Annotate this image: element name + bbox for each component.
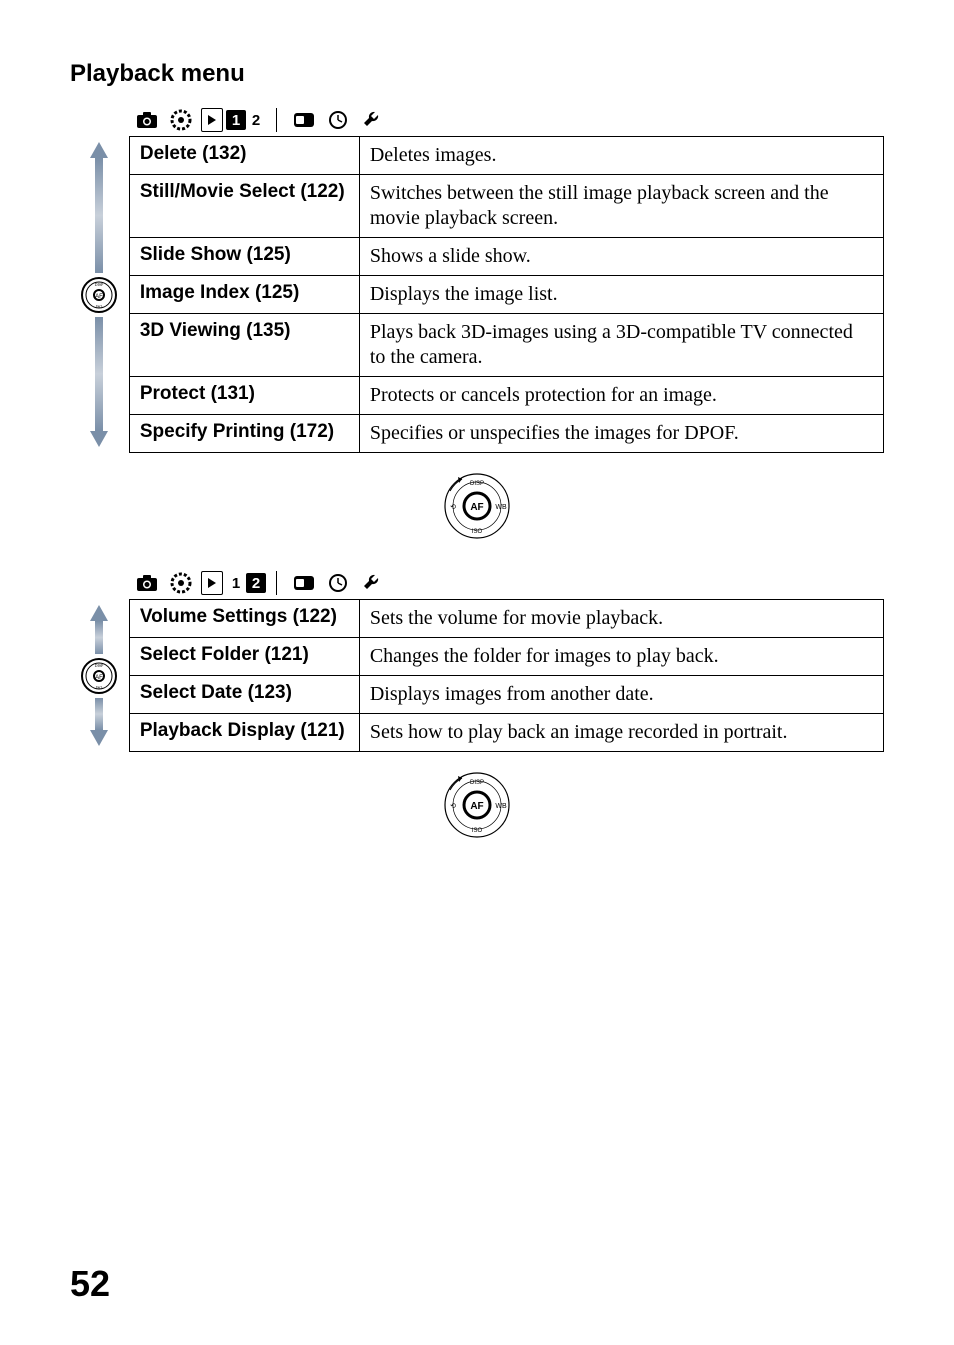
dial-icon: AF DISP ISO ⟲ WB: [442, 471, 512, 541]
tab-divider: [276, 571, 277, 595]
page-indicator-2-inactive[interactable]: 1: [226, 575, 246, 592]
page-indicator-1-inactive[interactable]: 2: [246, 112, 266, 129]
arrow-line: [95, 698, 103, 731]
arrow-up-icon: [90, 605, 108, 621]
table-row: Playback Display (121) Sets how to play …: [129, 714, 883, 752]
gear-icon[interactable]: [164, 106, 198, 134]
svg-text:DISP: DISP: [470, 780, 484, 786]
gear-icon[interactable]: [164, 569, 198, 597]
clock-icon[interactable]: [321, 106, 355, 134]
table-row: 3D Viewing (135) Plays back 3D-images us…: [129, 314, 883, 377]
row-label[interactable]: Still/Movie Select (122): [129, 175, 359, 238]
row-label[interactable]: Slide Show (125): [129, 238, 359, 276]
camera-icon[interactable]: [130, 569, 164, 597]
arrow-up-icon: [90, 142, 108, 158]
arrow-line: [95, 158, 103, 273]
wrench-icon[interactable]: [355, 106, 389, 134]
camera-icon[interactable]: [130, 106, 164, 134]
table-row: Protect (131) Protects or cancels protec…: [129, 377, 883, 415]
table-row: Delete (132) Deletes images.: [129, 137, 883, 175]
row-desc: Switches between the still image playbac…: [359, 175, 883, 238]
page-number: 52: [70, 1263, 110, 1305]
table-1-block: AF DISP ISO Delete (132) Deletes images. S…: [70, 136, 884, 453]
row-desc: Sets how to play back an image recorded …: [359, 714, 883, 752]
svg-text:AF: AF: [470, 502, 483, 513]
row-label[interactable]: Playback Display (121): [129, 714, 359, 752]
table-row: Slide Show (125) Shows a slide show.: [129, 238, 883, 276]
arrow-down-icon: [90, 730, 108, 746]
dial-mini-icon: AF DISP ISO: [81, 277, 117, 313]
table-row: Specify Printing (172) Specifies or unsp…: [129, 415, 883, 453]
svg-text:AF: AF: [96, 294, 104, 300]
svg-text:⟲: ⟲: [450, 803, 456, 810]
row-label[interactable]: Volume Settings (122): [129, 600, 359, 638]
arrow-line: [95, 621, 103, 654]
row-label[interactable]: Specify Printing (172): [129, 415, 359, 453]
table-row: Still/Movie Select (122) Switches betwee…: [129, 175, 883, 238]
svg-text:DISP: DISP: [95, 282, 104, 287]
playback-tab-1[interactable]: [201, 108, 223, 132]
arrow-line: [95, 317, 103, 432]
row-label[interactable]: 3D Viewing (135): [129, 314, 359, 377]
table-row: Select Date (123) Displays images from a…: [129, 676, 883, 714]
row-desc: Shows a slide show.: [359, 238, 883, 276]
wrench-icon[interactable]: [355, 569, 389, 597]
table-row: Select Folder (121) Changes the folder f…: [129, 638, 883, 676]
row-desc: Displays images from another date.: [359, 676, 883, 714]
tab-divider: [276, 108, 277, 132]
row-desc: Specifies or unspecifies the images for …: [359, 415, 883, 453]
scroll-indicator-2: AF DISP ISO: [70, 599, 129, 752]
svg-text:ISO: ISO: [472, 529, 483, 535]
svg-text:DISP: DISP: [95, 663, 104, 668]
center-dial-2: AF DISP ISO ⟲ WB: [70, 770, 884, 840]
svg-text:ISO: ISO: [96, 304, 103, 309]
dial-mini-icon: AF DISP ISO: [81, 658, 117, 694]
card-icon[interactable]: [287, 106, 321, 134]
table-row: Volume Settings (122) Sets the volume fo…: [129, 600, 883, 638]
row-desc: Deletes images.: [359, 137, 883, 175]
svg-text:ISO: ISO: [96, 685, 103, 690]
clock-icon[interactable]: [321, 569, 355, 597]
svg-text:WB: WB: [495, 504, 507, 511]
section-title: Playback menu: [70, 60, 884, 88]
playback-menu-table-2: Volume Settings (122) Sets the volume fo…: [129, 599, 884, 752]
dial-icon: AF DISP ISO ⟲ WB: [442, 770, 512, 840]
card-icon[interactable]: [287, 569, 321, 597]
page-indicator-1-active[interactable]: 1: [226, 110, 246, 130]
menu-tabs-row-1: 1 2: [130, 106, 884, 134]
row-desc: Sets the volume for movie playback.: [359, 600, 883, 638]
svg-text:AF: AF: [96, 675, 104, 681]
svg-text:ISO: ISO: [472, 828, 483, 834]
row-desc: Changes the folder for images to play ba…: [359, 638, 883, 676]
row-label[interactable]: Image Index (125): [129, 276, 359, 314]
row-desc: Displays the image list.: [359, 276, 883, 314]
center-dial-1: AF DISP ISO ⟲ WB: [70, 471, 884, 541]
table-row: Image Index (125) Displays the image lis…: [129, 276, 883, 314]
arrow-down-icon: [90, 431, 108, 447]
page-indicator-2-active[interactable]: 2: [246, 573, 266, 593]
play-icon: [208, 578, 216, 588]
row-label[interactable]: Select Date (123): [129, 676, 359, 714]
svg-text:DISP: DISP: [470, 481, 484, 487]
play-icon: [208, 115, 216, 125]
scroll-indicator-1: AF DISP ISO: [70, 136, 129, 453]
playback-menu-table-1: Delete (132) Deletes images. Still/Movie…: [129, 136, 884, 453]
row-label[interactable]: Delete (132): [129, 137, 359, 175]
row-label[interactable]: Select Folder (121): [129, 638, 359, 676]
row-label[interactable]: Protect (131): [129, 377, 359, 415]
menu-tabs-row-2: 1 2: [130, 569, 884, 597]
svg-text:WB: WB: [495, 803, 507, 810]
table-2-block: AF DISP ISO Volume Settings (122) Sets the…: [70, 599, 884, 752]
row-desc: Protects or cancels protection for an im…: [359, 377, 883, 415]
row-desc: Plays back 3D-images using a 3D-compatib…: [359, 314, 883, 377]
svg-text:⟲: ⟲: [450, 504, 456, 511]
playback-tab-2[interactable]: [201, 571, 223, 595]
svg-text:AF: AF: [470, 801, 483, 812]
